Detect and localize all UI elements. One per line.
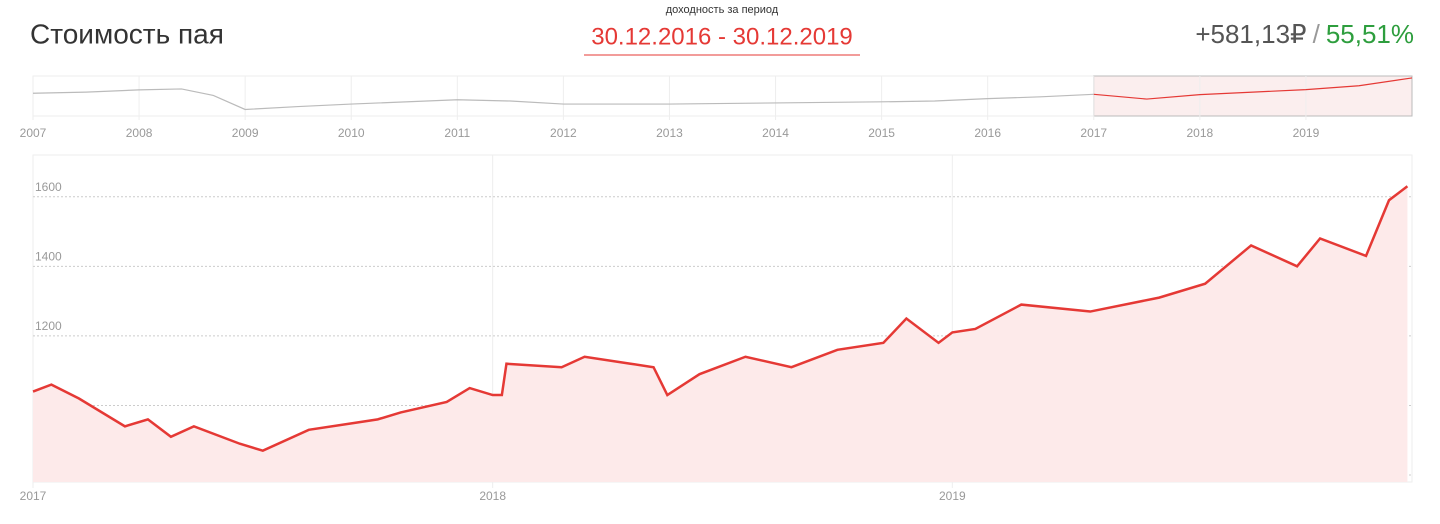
x-tick-label: 2019 bbox=[1293, 126, 1320, 140]
area bbox=[33, 186, 1408, 482]
y-tick-label: 1600 bbox=[35, 180, 62, 194]
x-tick-label: 2013 bbox=[656, 126, 683, 140]
y-tick-label: 1400 bbox=[35, 249, 62, 263]
change: +581,13₽ bbox=[1195, 19, 1306, 49]
x-tick-label: 2017 bbox=[20, 489, 47, 503]
selection bbox=[1093, 75, 1413, 117]
line bbox=[32, 88, 1094, 111]
line bbox=[32, 185, 1409, 453]
x-tick-label: 2018 bbox=[479, 489, 506, 503]
x-tick-label: 2014 bbox=[762, 126, 789, 140]
percent: 55,51% bbox=[1326, 19, 1414, 49]
period[interactable]: 30.12.2016 - 30.12.2019 bbox=[591, 23, 853, 50]
x-tick-label: 2019 bbox=[939, 489, 966, 503]
x-tick-label: 2009 bbox=[232, 126, 259, 140]
x-tick-label: 2010 bbox=[338, 126, 365, 140]
x-tick-label: 2007 bbox=[20, 126, 47, 140]
line bbox=[1093, 77, 1413, 100]
x-tick-label: 2008 bbox=[126, 126, 153, 140]
separator: / bbox=[1313, 19, 1321, 49]
x-tick-label: 2011 bbox=[444, 126, 470, 140]
x-tick-label: 2017 bbox=[1080, 126, 1107, 140]
title: Стоимость пая bbox=[30, 18, 224, 49]
x-tick-label: 2015 bbox=[868, 126, 895, 140]
y-tick-label: 1200 bbox=[35, 319, 62, 333]
x-tick-label: 2018 bbox=[1186, 126, 1213, 140]
period-label: доходность за период bbox=[666, 4, 779, 16]
result: +581,13₽/55,51% bbox=[1195, 19, 1414, 49]
x-tick-label: 2016 bbox=[974, 126, 1001, 140]
x-tick-label: 2012 bbox=[550, 126, 577, 140]
